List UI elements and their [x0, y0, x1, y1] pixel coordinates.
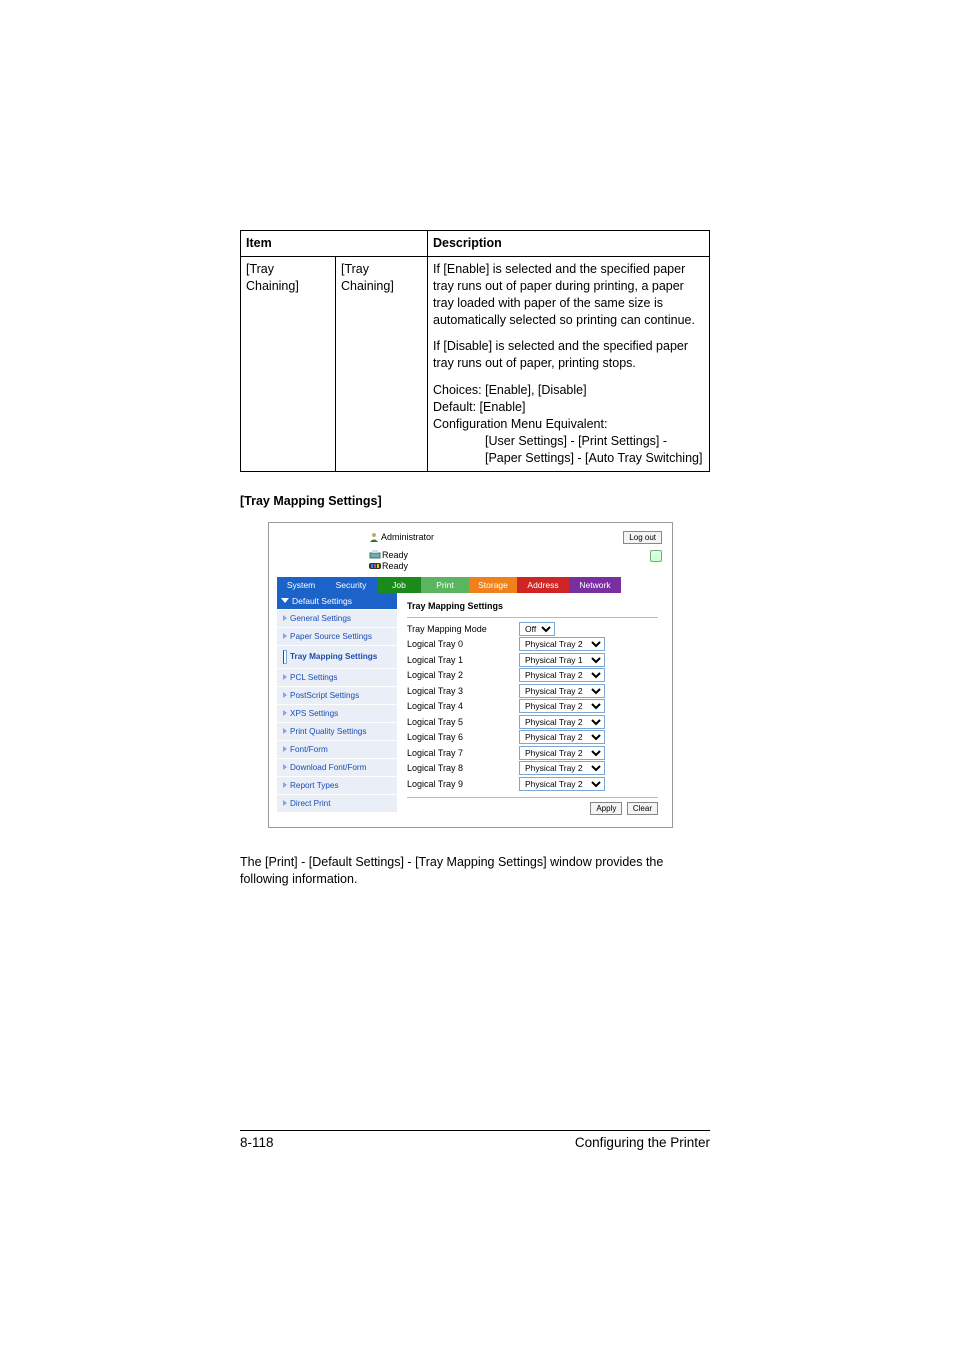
mode-label: Tray Mapping Mode [407, 624, 519, 634]
tray-select[interactable]: Physical Tray 2 [519, 684, 605, 698]
choices-line: Choices: [Enable], [Disable] [433, 383, 587, 397]
tray-row: Logical Tray 7Physical Tray 2 [407, 746, 658, 760]
tab-bar: System Security Job Print Storage Addres… [277, 577, 664, 593]
description-table: Item Description [Tray Chaining] [Tray C… [240, 230, 710, 472]
sidebar-item[interactable]: General Settings [277, 609, 397, 627]
desc-p3: Choices: [Enable], [Disable] Default: [E… [433, 382, 704, 466]
tray-row: Logical Tray 1Physical Tray 1 [407, 653, 658, 667]
section-title: [Tray Mapping Settings] [240, 494, 710, 508]
tray-select[interactable]: Physical Tray 2 [519, 746, 605, 760]
clear-button[interactable]: Clear [627, 802, 658, 815]
chevron-right-icon [283, 650, 287, 664]
tray-select[interactable]: Physical Tray 1 [519, 653, 605, 667]
tray-label: Logical Tray 4 [407, 701, 519, 711]
mode-select[interactable]: Off [519, 622, 555, 636]
sidebar-item[interactable]: PCL Settings [277, 668, 397, 686]
chevron-right-icon [283, 710, 287, 716]
logout-button[interactable]: Log out [623, 531, 662, 544]
screenshot: Administrator Log out Ready Ready System… [268, 522, 673, 828]
tray-row: Logical Tray 4Physical Tray 2 [407, 699, 658, 713]
tray-label: Logical Tray 9 [407, 779, 519, 789]
tab-job[interactable]: Job [377, 577, 421, 593]
tray-label: Logical Tray 1 [407, 655, 519, 665]
tray-select[interactable]: Physical Tray 2 [519, 777, 605, 791]
sidebar-item[interactable]: Print Quality Settings [277, 722, 397, 740]
apply-button[interactable]: Apply [590, 802, 622, 815]
printer-icon [369, 550, 380, 559]
desc-p2: If [Disable] is selected and the specifi… [433, 338, 704, 372]
footer-title: Configuring the Printer [575, 1135, 710, 1150]
item-cell-2: [Tray Chaining] [336, 256, 428, 471]
sidebar-item[interactable]: Report Types [277, 776, 397, 794]
tab-address[interactable]: Address [517, 577, 569, 593]
panel-title: Tray Mapping Settings [407, 601, 658, 611]
status-ready-2: Ready [382, 561, 408, 571]
sidebar-item[interactable]: Direct Print [277, 794, 397, 812]
tray-row: Logical Tray 8Physical Tray 2 [407, 761, 658, 775]
default-line: Default: [Enable] [433, 400, 525, 414]
tray-row: Logical Tray 3Physical Tray 2 [407, 684, 658, 698]
tab-network[interactable]: Network [569, 577, 621, 593]
chevron-right-icon [283, 782, 287, 788]
chevron-down-icon [281, 598, 289, 603]
chevron-right-icon [283, 746, 287, 752]
config-path: [User Settings] - [Print Settings] - [Pa… [433, 433, 704, 467]
item-cell-1: [Tray Chaining] [241, 256, 336, 471]
config-line: Configuration Menu Equivalent: [433, 417, 607, 431]
sidebar-item[interactable]: Paper Source Settings [277, 627, 397, 645]
caption: The [Print] - [Default Settings] - [Tray… [240, 854, 710, 889]
tab-security[interactable]: Security [325, 577, 377, 593]
th-desc: Description [428, 231, 710, 257]
chevron-right-icon [283, 615, 287, 621]
tray-row: Logical Tray 5Physical Tray 2 [407, 715, 658, 729]
sidebar-item[interactable]: PostScript Settings [277, 686, 397, 704]
tray-label: Logical Tray 8 [407, 763, 519, 773]
settings-panel: Tray Mapping Settings Tray Mapping Mode … [397, 593, 664, 817]
tray-row: Logical Tray 2Physical Tray 2 [407, 668, 658, 682]
sidebar-item[interactable]: Tray Mapping Settings [277, 645, 397, 668]
th-item: Item [241, 231, 428, 257]
sidebar-head[interactable]: Default Settings [277, 593, 397, 609]
status-ready-1: Ready [382, 550, 408, 560]
tray-select[interactable]: Physical Tray 2 [519, 699, 605, 713]
desc-cell: If [Enable] is selected and the specifie… [428, 256, 710, 471]
admin-label: Administrator [369, 532, 434, 542]
user-icon [369, 532, 379, 542]
desc-p1: If [Enable] is selected and the specifie… [433, 261, 704, 329]
tray-label: Logical Tray 2 [407, 670, 519, 680]
page-number: 8-118 [240, 1135, 274, 1150]
chevron-right-icon [283, 764, 287, 770]
tab-print[interactable]: Print [421, 577, 469, 593]
chevron-right-icon [283, 674, 287, 680]
tray-select[interactable]: Physical Tray 2 [519, 761, 605, 775]
tray-row: Logical Tray 9Physical Tray 2 [407, 777, 658, 791]
tray-label: Logical Tray 3 [407, 686, 519, 696]
tray-select[interactable]: Physical Tray 2 [519, 715, 605, 729]
sidebar-item[interactable]: XPS Settings [277, 704, 397, 722]
chevron-right-icon [283, 692, 287, 698]
tab-system[interactable]: System [277, 577, 325, 593]
tray-select[interactable]: Physical Tray 2 [519, 668, 605, 682]
tray-label: Logical Tray 7 [407, 748, 519, 758]
tab-storage[interactable]: Storage [469, 577, 517, 593]
tray-select[interactable]: Physical Tray 2 [519, 637, 605, 651]
chevron-right-icon [283, 633, 287, 639]
sidebar-item[interactable]: Download Font/Form [277, 758, 397, 776]
tray-label: Logical Tray 0 [407, 639, 519, 649]
tray-row: Logical Tray 0Physical Tray 2 [407, 637, 658, 651]
toner-icon [369, 561, 380, 570]
sidebar: Default Settings General SettingsPaper S… [277, 593, 397, 817]
tray-select[interactable]: Physical Tray 2 [519, 730, 605, 744]
tray-label: Logical Tray 5 [407, 717, 519, 727]
tray-row: Logical Tray 6Physical Tray 2 [407, 730, 658, 744]
sidebar-item[interactable]: Font/Form [277, 740, 397, 758]
chevron-right-icon [283, 728, 287, 734]
chevron-right-icon [283, 800, 287, 806]
page-footer: 8-118 Configuring the Printer [240, 1130, 710, 1150]
refresh-icon[interactable] [650, 550, 662, 562]
tray-label: Logical Tray 6 [407, 732, 519, 742]
